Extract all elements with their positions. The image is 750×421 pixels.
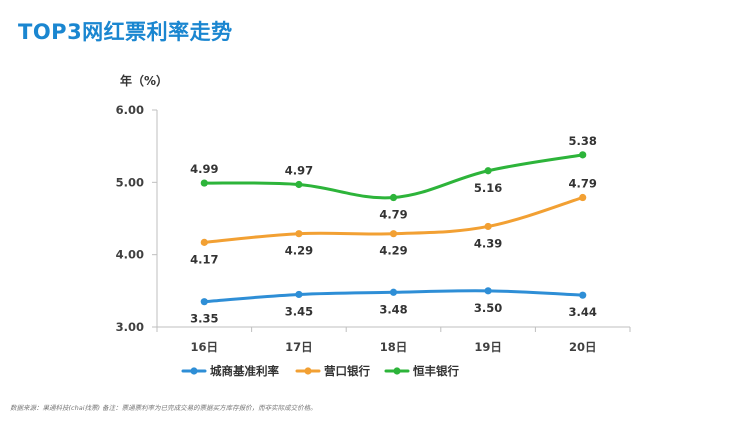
series-1-point — [389, 230, 398, 238]
series-0-point — [200, 298, 208, 306]
data-label: 4.79 — [569, 177, 597, 191]
y-tick-label: 5.00 — [116, 175, 144, 189]
x-tick-label: 17日 — [285, 340, 313, 354]
data-label: 3.50 — [474, 301, 502, 315]
y-tick-label: 6.00 — [116, 103, 144, 117]
series-0-point — [579, 291, 587, 299]
series-2-point — [295, 180, 303, 189]
series-0-point — [484, 287, 492, 295]
series-0-point — [389, 288, 398, 296]
series-2-point — [389, 193, 398, 202]
legend-item: 营口银行 — [295, 364, 370, 378]
data-label: 4.29 — [285, 244, 313, 258]
legend-label: 城商基准利率 — [210, 364, 279, 378]
series-line-2 — [202, 153, 585, 200]
series-1-point — [295, 230, 303, 238]
series-2-point — [200, 179, 208, 187]
chart-series — [200, 151, 587, 306]
series-1-point — [484, 222, 492, 231]
y-tick-label: 3.00 — [116, 320, 144, 334]
data-label: 5.38 — [569, 134, 597, 148]
series-2-point — [579, 151, 587, 159]
series-1-point — [579, 193, 587, 202]
legend-swatch-marker — [304, 367, 312, 375]
y-axis-unit-label: 年（%） — [120, 74, 169, 88]
data-label: 4.97 — [285, 164, 313, 178]
x-tick-label: 18日 — [380, 340, 408, 354]
x-tick-label: 20日 — [569, 340, 597, 354]
legend-item: 恒丰银行 — [384, 364, 459, 378]
data-label: 4.99 — [190, 162, 218, 176]
data-label: 4.79 — [379, 208, 407, 222]
legend-swatch-marker — [190, 367, 198, 375]
series-0-point — [295, 290, 303, 299]
chart-legend: 城商基准利率 营口银行 恒丰银行 — [181, 364, 459, 378]
data-label: 4.17 — [190, 252, 218, 266]
chart-data-labels: 3.35 3.45 3.48 3.50 3.44 4.17 4.29 4.29 4.39 4.79… — [190, 134, 597, 326]
chart-axes: 3.00 4.00 5.00 6.00 16日 17日 18日 19日 20日 — [116, 103, 631, 354]
footnote: 数据来源：果通科技(chai找票) 备注：票通票利率为已完成交易的票据买方库存报… — [10, 404, 317, 412]
legend-item: 城商基准利率 — [181, 364, 279, 378]
data-label: 5.16 — [474, 181, 502, 195]
series-1-point — [200, 238, 208, 246]
data-label: 3.45 — [285, 304, 313, 318]
page-title: TOP3网红票利率走势 — [18, 20, 233, 44]
series-2-point — [484, 167, 492, 175]
data-label: 3.44 — [569, 305, 597, 319]
x-tick-label: 19日 — [474, 340, 502, 354]
y-tick-label: 4.00 — [116, 248, 144, 262]
data-label: 4.29 — [379, 244, 407, 258]
data-label: 3.35 — [190, 312, 218, 326]
legend-swatch-marker — [393, 367, 401, 375]
data-label: 4.39 — [474, 236, 502, 250]
legend-label: 恒丰银行 — [413, 364, 459, 378]
data-label: 3.48 — [379, 302, 407, 316]
legend-label: 营口银行 — [324, 364, 370, 378]
x-tick-label: 16日 — [191, 340, 219, 354]
